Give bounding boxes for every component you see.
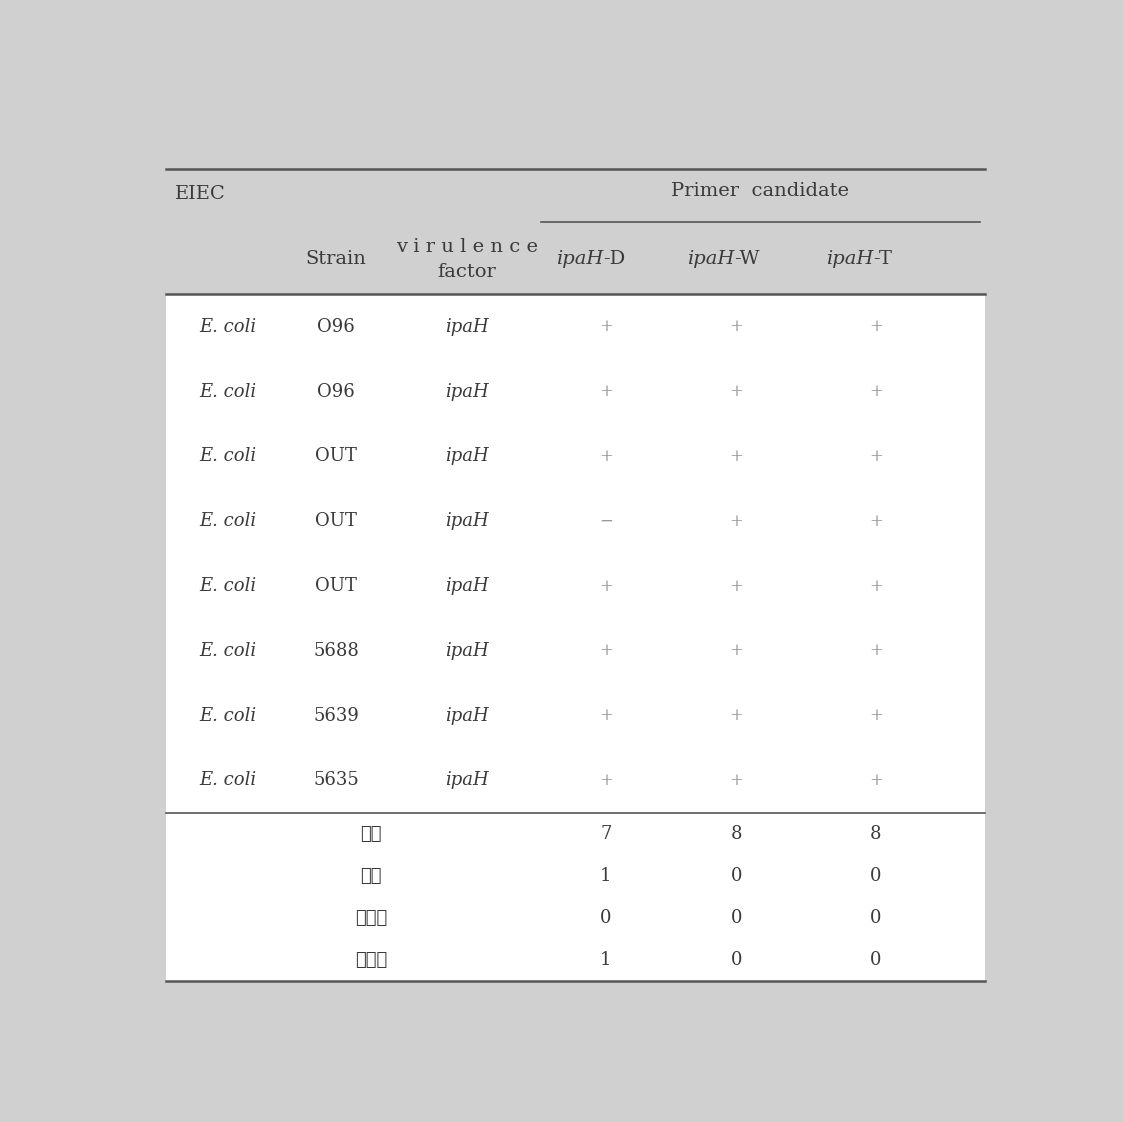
Text: 5639: 5639 — [313, 707, 359, 725]
Text: +: + — [730, 319, 743, 335]
Text: 위양성: 위양성 — [355, 909, 387, 927]
Text: 0: 0 — [870, 909, 882, 927]
Text: +: + — [730, 642, 743, 660]
Text: +: + — [730, 707, 743, 724]
Text: ipaH: ipaH — [445, 772, 489, 790]
Text: +: + — [869, 513, 883, 530]
Text: 7: 7 — [601, 825, 612, 843]
Text: E. coli: E. coli — [199, 383, 256, 401]
Text: E. coli: E. coli — [199, 318, 256, 335]
Text: 0: 0 — [731, 867, 742, 885]
Text: 0: 0 — [601, 909, 612, 927]
Text: ipaH: ipaH — [445, 513, 489, 531]
Text: -W: -W — [734, 250, 759, 268]
Text: ipaH: ipaH — [445, 318, 489, 335]
Text: +: + — [869, 448, 883, 465]
Text: +: + — [599, 578, 613, 595]
Text: +: + — [869, 383, 883, 401]
Text: ipaH: ipaH — [445, 577, 489, 595]
Text: 음성: 음성 — [360, 867, 382, 885]
Bar — [166, 294, 985, 982]
Text: +: + — [869, 707, 883, 724]
Text: +: + — [730, 448, 743, 465]
Text: +: + — [730, 513, 743, 530]
Text: E. coli: E. coli — [199, 707, 256, 725]
Text: E. coli: E. coli — [199, 577, 256, 595]
Text: −: − — [599, 513, 613, 530]
Text: +: + — [599, 772, 613, 789]
Text: Primer  candidate: Primer candidate — [672, 182, 849, 200]
Text: E. coli: E. coli — [199, 513, 256, 531]
Text: 위음성: 위음성 — [355, 951, 387, 969]
Text: 8: 8 — [731, 825, 742, 843]
Text: ipaH: ipaH — [445, 448, 489, 466]
Text: +: + — [730, 383, 743, 401]
Text: 0: 0 — [870, 951, 882, 969]
Text: OUT: OUT — [316, 513, 357, 531]
Text: 5635: 5635 — [313, 772, 359, 790]
Text: 양성: 양성 — [360, 825, 382, 843]
Bar — [166, 169, 985, 294]
Text: ipaH: ipaH — [686, 250, 734, 268]
Text: +: + — [599, 707, 613, 724]
Text: +: + — [599, 383, 613, 401]
Text: 5688: 5688 — [313, 642, 359, 660]
Text: +: + — [730, 772, 743, 789]
Text: OUT: OUT — [316, 448, 357, 466]
Text: ipaH: ipaH — [445, 707, 489, 725]
Text: E. coli: E. coli — [199, 642, 256, 660]
Text: E. coli: E. coli — [199, 448, 256, 466]
Text: +: + — [869, 319, 883, 335]
Text: +: + — [599, 642, 613, 660]
Text: ipaH: ipaH — [556, 250, 603, 268]
Text: 0: 0 — [731, 909, 742, 927]
Text: -D: -D — [603, 250, 626, 268]
Text: ipaH: ipaH — [445, 642, 489, 660]
Text: +: + — [599, 319, 613, 335]
Text: ipaH: ipaH — [825, 250, 874, 268]
Text: 1: 1 — [601, 951, 612, 969]
Text: 8: 8 — [870, 825, 882, 843]
Text: +: + — [869, 578, 883, 595]
Text: 1: 1 — [601, 867, 612, 885]
Text: 0: 0 — [731, 951, 742, 969]
Text: O96: O96 — [318, 318, 355, 335]
Text: ipaH: ipaH — [445, 383, 489, 401]
Text: EIEC: EIEC — [175, 185, 226, 203]
Text: +: + — [599, 448, 613, 465]
Text: +: + — [869, 772, 883, 789]
Text: Strain: Strain — [305, 250, 366, 268]
Text: E. coli: E. coli — [199, 772, 256, 790]
Text: +: + — [869, 642, 883, 660]
Text: +: + — [730, 578, 743, 595]
Text: v i r u l e n c e
factor: v i r u l e n c e factor — [395, 238, 538, 280]
Text: OUT: OUT — [316, 577, 357, 595]
Text: 0: 0 — [870, 867, 882, 885]
Text: -T: -T — [874, 250, 892, 268]
Text: O96: O96 — [318, 383, 355, 401]
